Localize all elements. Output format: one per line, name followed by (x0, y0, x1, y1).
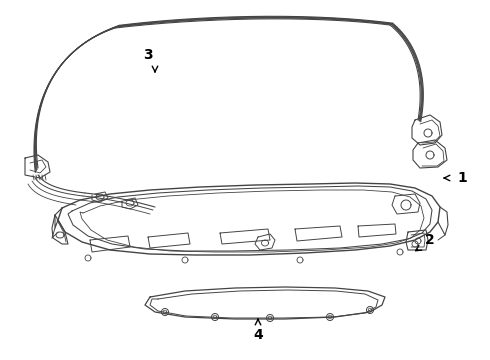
Text: 3: 3 (143, 48, 153, 62)
Text: 4: 4 (253, 328, 263, 342)
Text: 2: 2 (425, 233, 435, 247)
Text: 1: 1 (457, 171, 467, 185)
